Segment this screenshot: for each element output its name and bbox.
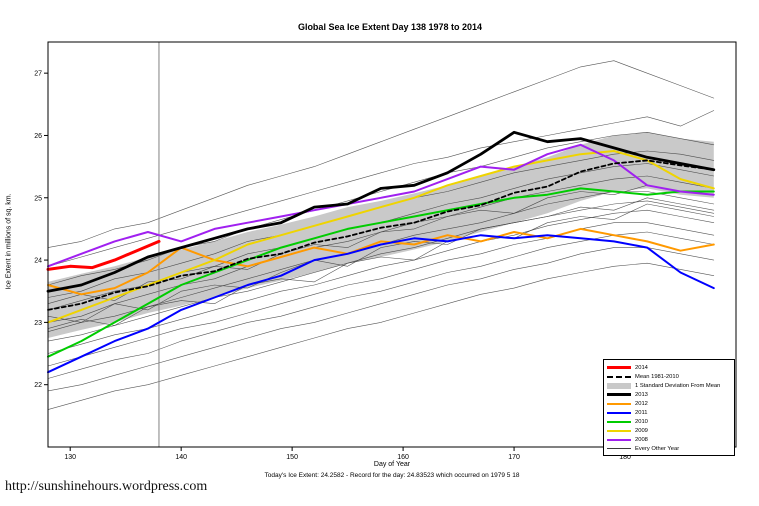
x-tick-label: 140 <box>175 454 187 461</box>
legend-label: Mean 1981-2010 <box>635 373 679 380</box>
legend-row: 2013 <box>607 390 732 399</box>
series-mean-1981-2010 <box>47 159 715 311</box>
series-2008 <box>47 143 715 268</box>
y-tick-label: 24 <box>34 258 42 265</box>
legend-row: 2011 <box>607 408 732 417</box>
x-tick-label: 180 <box>619 454 631 461</box>
legend-swatch-1-standard-deviation-from-mean <box>607 382 631 389</box>
series-2009 <box>47 150 715 324</box>
legend-row: 2014 <box>607 363 732 372</box>
x-tick-label: 130 <box>64 454 76 461</box>
legend: 2014 Mean 1981-2010 1 Standard Deviation F… <box>603 359 735 456</box>
chart-subtitle: Today's Ice Extent: 24.2582 - Record for… <box>264 472 520 479</box>
series-2012 <box>47 227 715 296</box>
legend-row: Every Other Year <box>607 444 732 453</box>
legend-label: 2014 <box>635 364 648 371</box>
legend-label: Every Other Year <box>635 445 680 452</box>
y-axis-label: Ice Extent in millions of sq. km. <box>5 193 13 290</box>
series-2014 <box>46 239 161 271</box>
y-tick-label: 22 <box>34 382 42 389</box>
legend-row: 1 Standard Deviation From Mean <box>607 381 732 390</box>
legend-label: 2010 <box>635 418 648 425</box>
x-axis-label: Day of Year <box>373 461 411 468</box>
legend-label: 1 Standard Deviation From Mean <box>635 382 721 389</box>
y-tick-label: 27 <box>34 71 42 78</box>
legend-label: 2011 <box>635 409 648 416</box>
legend-swatch-2010 <box>607 420 631 423</box>
std-deviation-band <box>48 132 714 338</box>
legend-label: 2008 <box>635 436 648 443</box>
legend-swatch-2008 <box>607 438 631 441</box>
legend-label: 2009 <box>635 427 648 434</box>
legend-row: 2012 <box>607 399 732 408</box>
legend-row: Mean 1981-2010 <box>607 372 732 381</box>
series-2010 <box>47 187 715 358</box>
legend-swatch-2012 <box>607 402 631 405</box>
legend-swatch-every-other-year <box>607 448 631 449</box>
y-tick-label: 25 <box>34 195 42 202</box>
y-tick-label: 23 <box>34 320 42 327</box>
x-tick-label: 170 <box>508 454 520 461</box>
chart-title: Global Sea Ice Extent Day 138 1978 to 20… <box>297 22 483 32</box>
legend-swatch-mean-1981-2010 <box>607 375 631 378</box>
footer-url-link[interactable]: http://sunshinehours.wordpress.com <box>5 479 208 494</box>
x-tick-label: 150 <box>286 454 298 461</box>
y-tick-label: 26 <box>34 133 42 140</box>
series-2013 <box>46 130 716 293</box>
legend-swatch-2013 <box>607 393 631 396</box>
series-2011 <box>47 234 715 374</box>
legend-label: 2013 <box>635 391 648 398</box>
x-tick-label: 160 <box>397 454 409 461</box>
legend-row: 2009 <box>607 426 732 435</box>
legend-swatch-2011 <box>607 411 631 414</box>
plot-border <box>47 41 737 448</box>
legend-swatch-2009 <box>607 429 631 432</box>
legend-swatch-2014 <box>607 366 631 369</box>
legend-label: 2012 <box>635 400 648 407</box>
legend-row: 2010 <box>607 417 732 426</box>
legend-row: 2008 <box>607 435 732 444</box>
